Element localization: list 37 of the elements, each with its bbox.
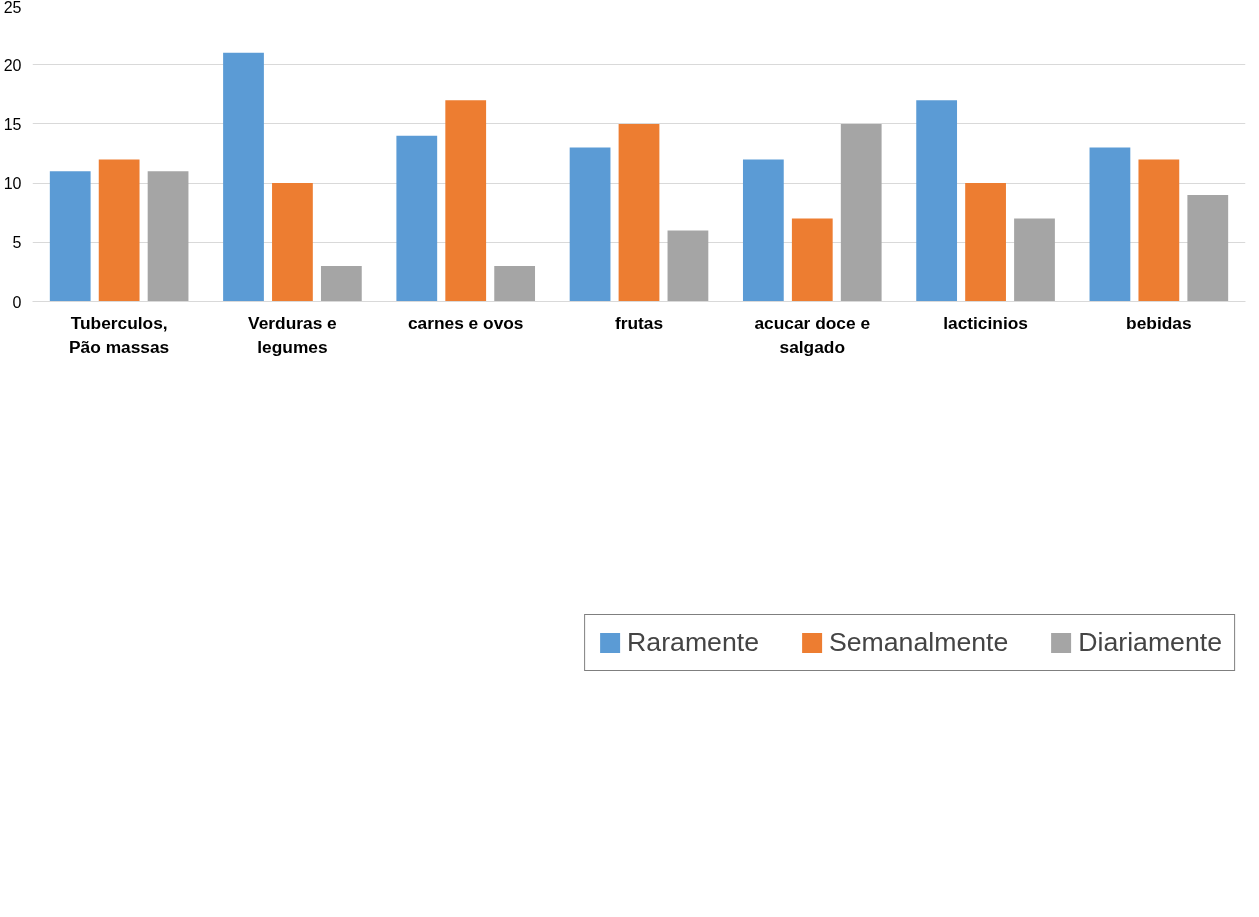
bar (223, 52, 264, 302)
bar (791, 218, 833, 302)
bar (445, 100, 487, 302)
bar (396, 135, 438, 302)
bar (840, 123, 882, 302)
bar (916, 100, 958, 302)
x-tick-label: Tuberculos, Pão massas (69, 312, 170, 357)
bar (494, 265, 536, 302)
x-tick-label: carnes e ovos (407, 312, 524, 333)
y-tick-label: 15 (3, 115, 22, 133)
y-tick-label: 10 (3, 175, 22, 193)
bar (98, 159, 140, 302)
bar (618, 123, 660, 302)
bar (272, 183, 313, 302)
y-tick-label: 0 (12, 293, 22, 311)
bar (1014, 218, 1055, 302)
bar (49, 171, 91, 302)
x-tick-label: frutas (614, 312, 664, 333)
bar (320, 265, 362, 302)
bar (1187, 194, 1229, 302)
x-tick-label: lacticinios (943, 312, 1028, 333)
bar (1138, 159, 1180, 302)
bar (742, 159, 784, 302)
legend-label: Diariamente (1078, 626, 1222, 658)
x-tick-label: bebidas (1126, 312, 1192, 333)
bar (965, 183, 1006, 302)
y-tick-label: 25 (3, 0, 22, 16)
legend-label: Raramente (627, 626, 759, 658)
y-tick-label: 5 (12, 234, 22, 252)
bar (667, 230, 709, 302)
bar (1089, 147, 1131, 302)
x-tick-label: Verduras e legumes (248, 312, 338, 357)
y-tick-label: 20 (3, 56, 22, 74)
bar (569, 147, 611, 302)
x-tick-label: acucar doce e salgado (754, 312, 871, 357)
bar (147, 171, 189, 302)
legend-label: Semanalmente (828, 626, 1009, 658)
